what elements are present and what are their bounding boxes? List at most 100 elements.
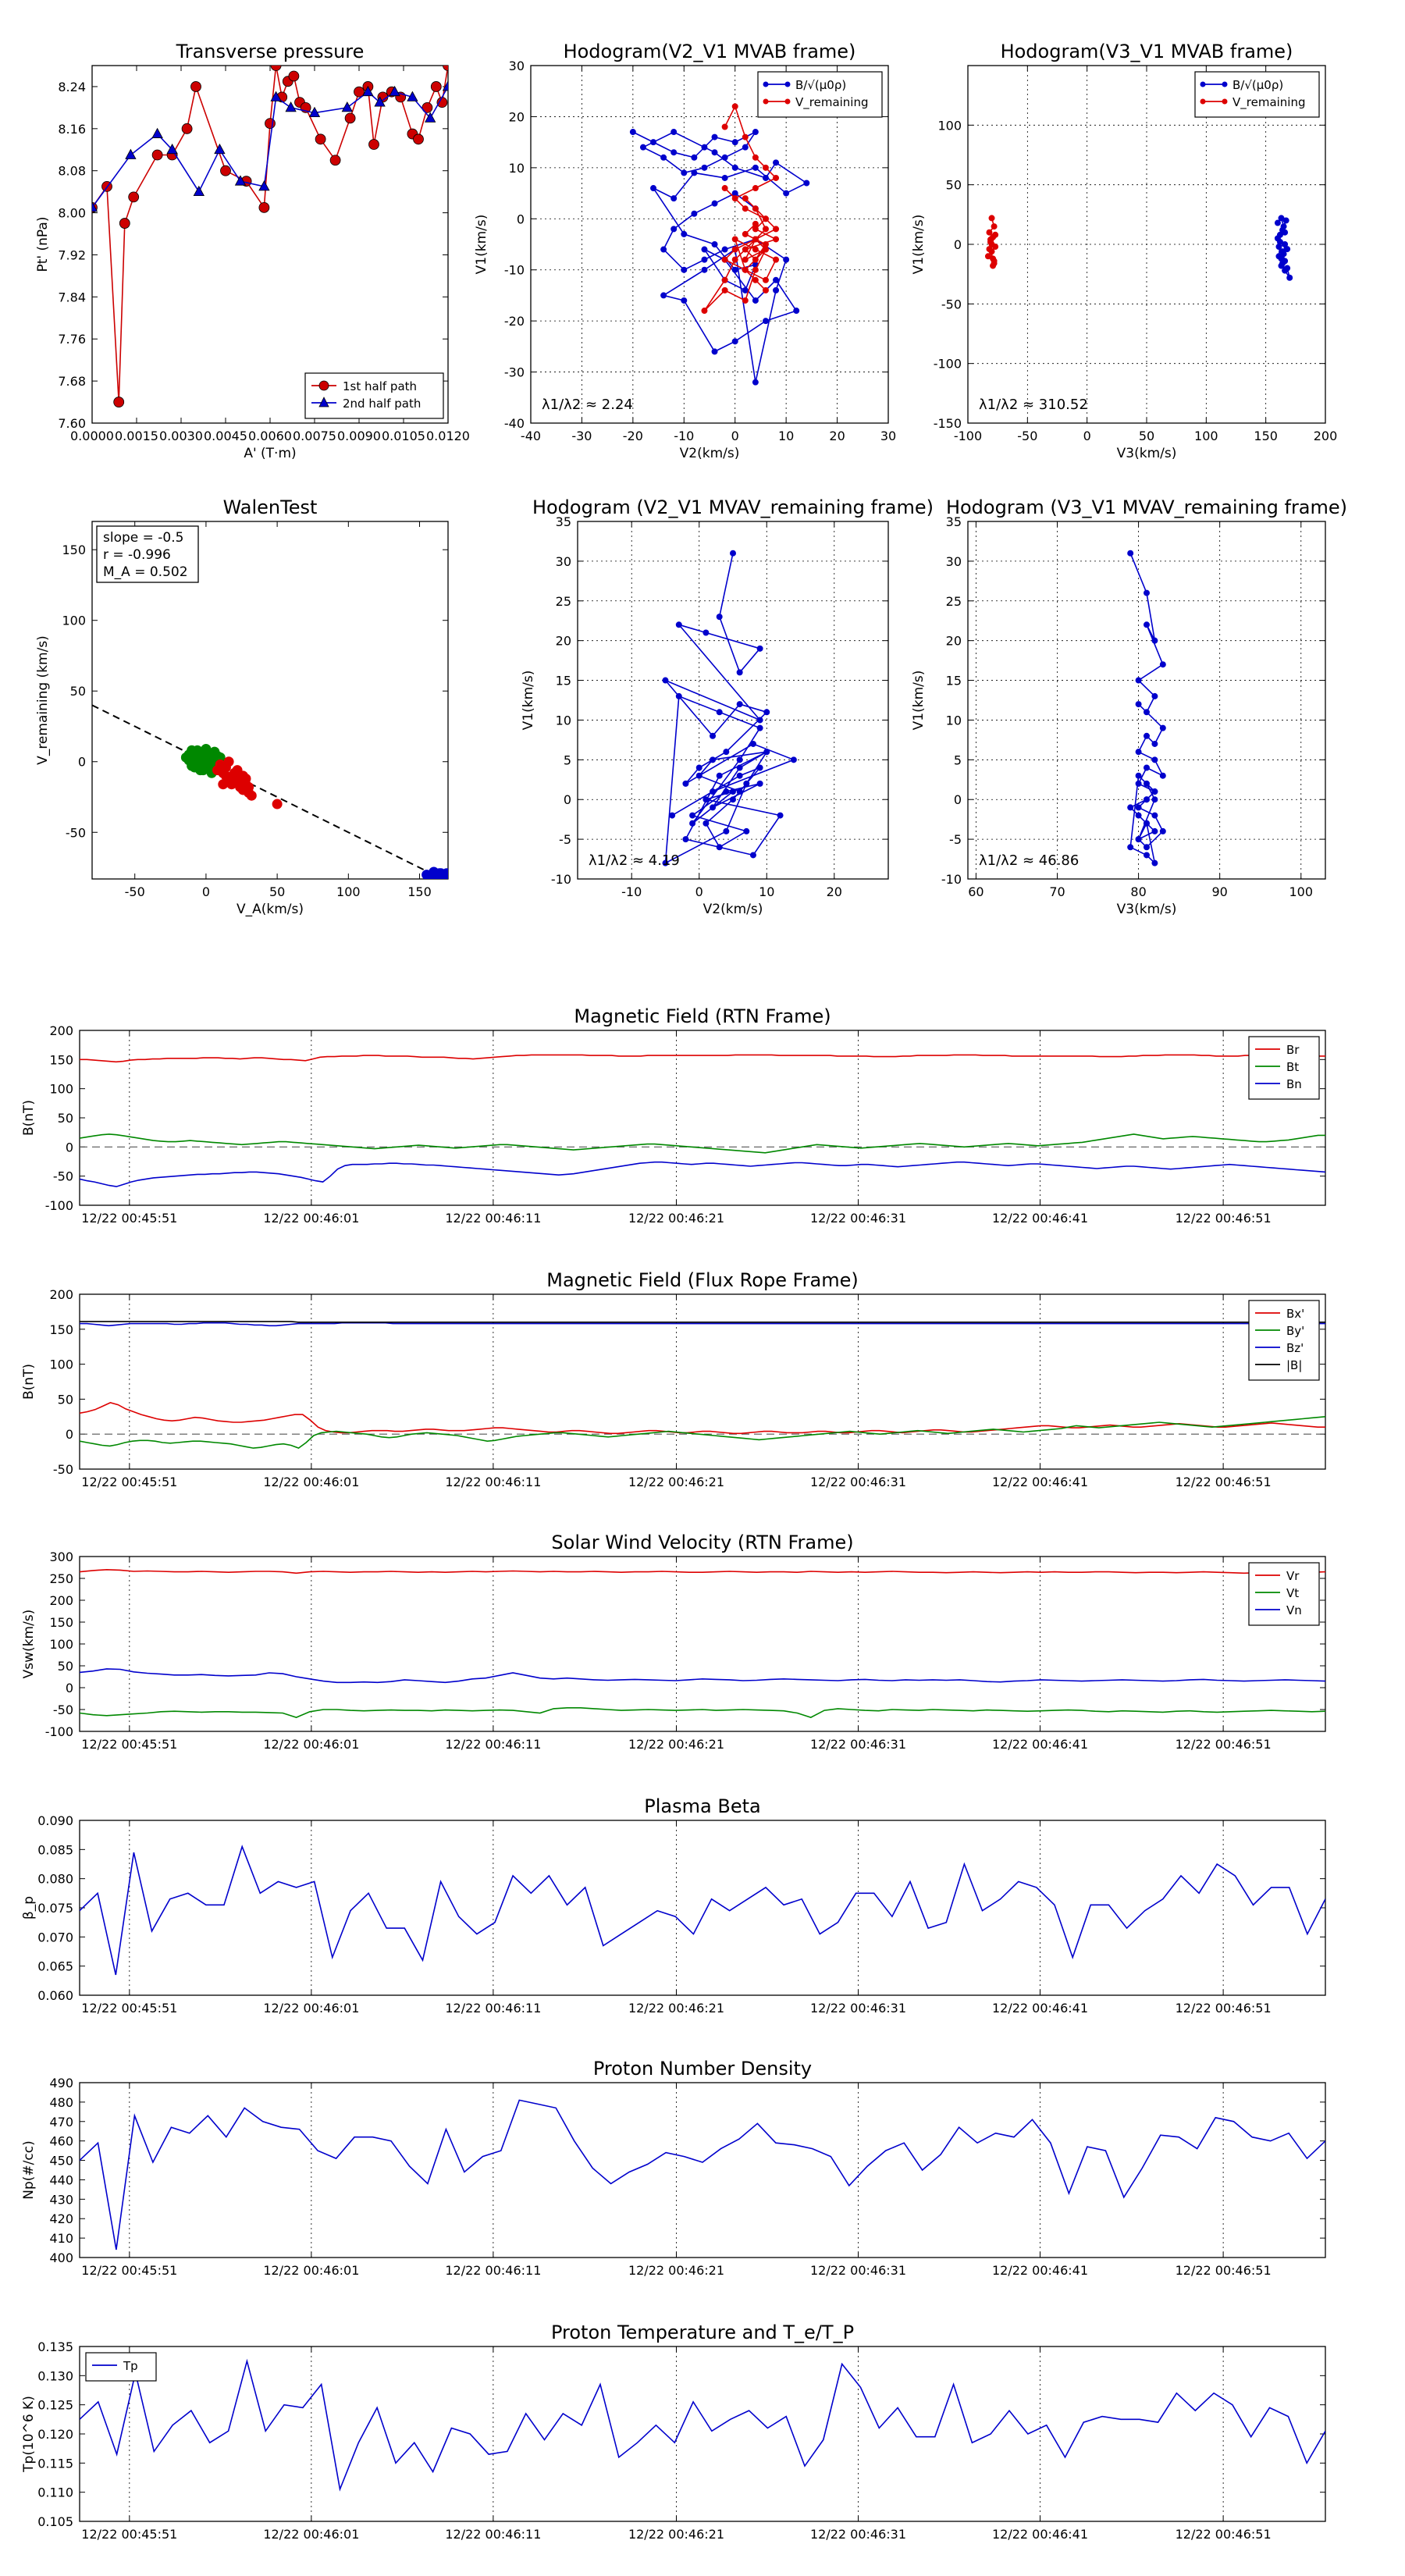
y-tick-label: 50 (946, 178, 962, 193)
data-point (1282, 241, 1289, 247)
y-tick-label: 0.125 (37, 2398, 73, 2413)
data-point (1151, 859, 1158, 866)
y-tick-label: -20 (504, 314, 525, 329)
data-point (1135, 701, 1142, 708)
y-tick-label: -50 (66, 825, 86, 840)
data-point (244, 781, 254, 792)
data-point (721, 286, 728, 294)
data-point (711, 200, 718, 207)
data-point (742, 256, 749, 263)
legend-box (1248, 1300, 1320, 1381)
series-b (1127, 550, 1166, 866)
y-axis-label: Np(#/cc) (21, 2140, 37, 2199)
y-tick-label: -50 (941, 297, 962, 311)
legend-marker (318, 380, 329, 391)
chart-title: Hodogram (V2_V1 MVAV_remaining frame) (532, 496, 934, 518)
legend-label: Bn (1286, 1077, 1302, 1091)
data-point (689, 820, 696, 827)
data-point (721, 185, 728, 192)
x-tick-label: 12/22 00:46:31 (810, 2263, 906, 2278)
data-point (1144, 764, 1150, 771)
y-tick-label: 0.120 (37, 2427, 73, 2442)
y-axis-label: B(nT) (21, 1100, 37, 1136)
data-point (742, 205, 749, 212)
data-point (762, 241, 769, 247)
y-tick-label: 200 (49, 1023, 73, 1038)
y-tick-label: 30 (556, 554, 571, 569)
data-point (670, 226, 678, 233)
legend-marker (1200, 81, 1206, 87)
data-point (773, 256, 780, 263)
data-point (226, 779, 237, 790)
y-tick-label: 150 (49, 1322, 73, 1337)
y-tick-label: 0 (517, 212, 525, 226)
series-blue (422, 866, 448, 879)
data-point (1275, 253, 1282, 260)
y-tick-label: 0 (78, 755, 86, 770)
stats-box (96, 525, 199, 583)
data-point (187, 760, 197, 771)
x-tick-label: 50 (269, 884, 285, 899)
y-tick-label: 0.135 (37, 2339, 73, 2354)
x-tick-label: 12/22 00:46:21 (628, 2263, 724, 2278)
y-tick-label: 100 (49, 1082, 73, 1097)
data-point (710, 756, 717, 763)
data-point (742, 144, 749, 151)
data-point (128, 191, 140, 203)
data-point (288, 70, 300, 82)
data-point (329, 155, 341, 166)
data-point (743, 827, 750, 834)
data-point (762, 276, 769, 283)
x-tick-label: 150 (1254, 429, 1278, 443)
y-tick-label: -30 (504, 365, 525, 380)
data-point (711, 133, 718, 141)
x-tick-label: 80 (1130, 884, 1146, 899)
y-tick-label: 100 (49, 1637, 73, 1652)
data-point (742, 246, 749, 253)
x-tick-label: 12/22 00:46:51 (1176, 1737, 1272, 1752)
data-point (441, 868, 448, 879)
data-point (793, 308, 800, 315)
data-point (752, 246, 759, 253)
y-tick-label: 7.76 (58, 332, 86, 347)
y-tick-label: 0.065 (37, 1959, 73, 1974)
chart-bflux: 12/22 00:45:51 12/22 00:46:01 12/22 00:46:… (21, 1269, 1326, 1489)
chart-vel: 12/22 00:45:51 12/22 00:46:01 12/22 00:46:… (21, 1532, 1326, 1752)
x-axis-label: V2(km/s) (680, 446, 740, 461)
series-vn (80, 1668, 1325, 1684)
legend: Tp (85, 2352, 157, 2382)
y-tick-label: 15 (946, 674, 962, 688)
legend-label: Bz' (1286, 1341, 1304, 1355)
y-axis-label: Pt' (nPa) (35, 217, 51, 272)
data-point (270, 91, 282, 101)
series-vr (80, 1568, 1325, 1574)
data-point (701, 246, 708, 253)
x-tick-label: 12/22 00:46:51 (1176, 1475, 1272, 1489)
data-point (752, 220, 759, 227)
x-tick-label: 200 (1314, 429, 1338, 443)
y-tick-label: -5 (559, 832, 571, 847)
data-point (756, 717, 763, 724)
data-point (736, 772, 743, 779)
series-line (80, 1054, 1325, 1063)
data-point (752, 205, 759, 212)
data-point (675, 692, 682, 699)
y-tick-label: 200 (49, 1287, 73, 1302)
legend: Br Bt Bn (1248, 1036, 1320, 1100)
data-point (422, 101, 433, 113)
legend: B/√(μ0ρ) V_remaining (1194, 71, 1320, 118)
series-v-remaining (701, 103, 780, 315)
y-axis-label: Vsw(km/s) (21, 1610, 37, 1679)
data-point (723, 788, 730, 795)
lambda-ratio-annotation: λ1/λ2 ≈ 4.19 (589, 852, 680, 869)
x-tick-label: 10 (778, 429, 794, 443)
y-tick-label: 20 (946, 634, 962, 649)
data-point (1274, 219, 1281, 226)
data-point (1151, 740, 1158, 747)
x-tick-label: 0 (731, 429, 739, 443)
data-point (443, 66, 448, 71)
legend-label: B/√(μ0ρ) (795, 78, 846, 92)
legend-box (1194, 71, 1320, 118)
data-point (762, 215, 769, 222)
legend-marker (1200, 98, 1206, 105)
